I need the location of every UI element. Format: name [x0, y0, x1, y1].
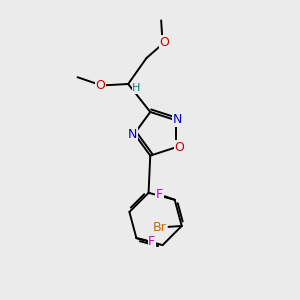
Text: O: O: [95, 79, 105, 92]
Text: N: N: [173, 113, 182, 126]
Text: F: F: [156, 188, 163, 201]
Text: N: N: [128, 128, 138, 141]
Text: O: O: [175, 141, 184, 154]
Text: O: O: [159, 36, 169, 49]
Text: H: H: [132, 83, 141, 93]
Text: Br: Br: [153, 221, 166, 234]
Text: F: F: [148, 235, 155, 248]
